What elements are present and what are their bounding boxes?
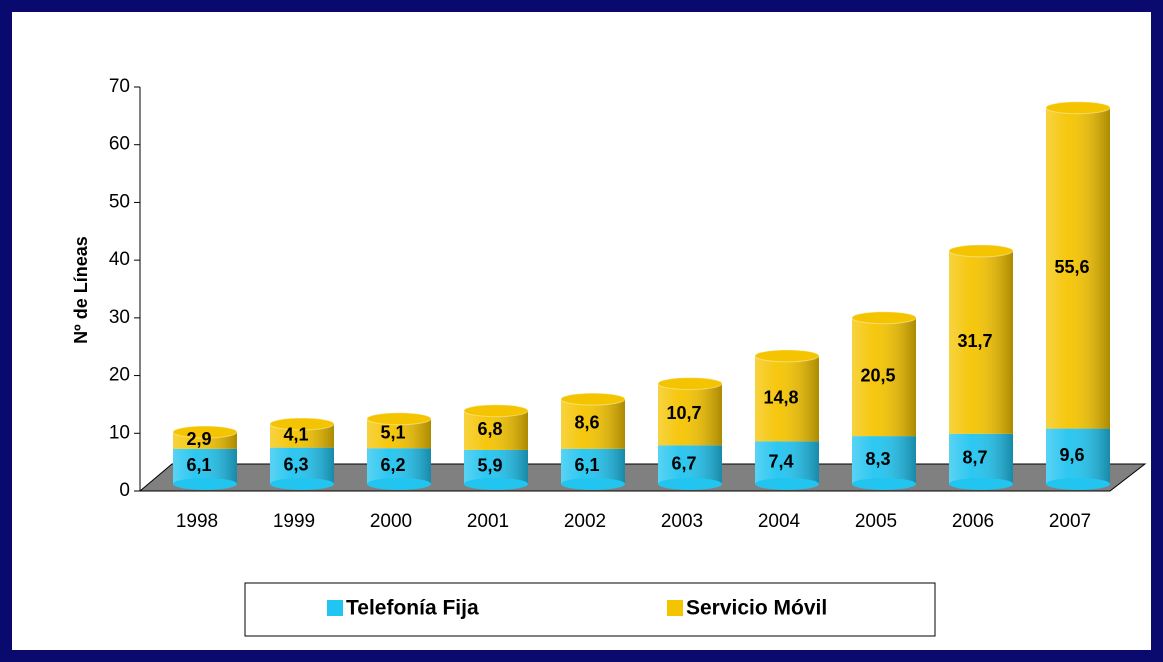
bar-top <box>1045 101 1111 115</box>
data-label: 8,6 <box>574 413 599 433</box>
bar-base <box>464 478 528 490</box>
data-label: 5,9 <box>477 456 502 476</box>
data-label: 55,6 <box>1054 257 1089 277</box>
data-label: 8,7 <box>962 448 987 468</box>
y-tick-label: 60 <box>109 134 130 155</box>
bar-top <box>657 377 723 391</box>
bar-top <box>851 311 917 325</box>
x-tick-label: 2003 <box>661 511 703 532</box>
y-tick-label: 0 <box>119 480 130 501</box>
bar-top <box>754 349 820 363</box>
x-tick-label: 2004 <box>758 511 801 532</box>
y-tick-label: 10 <box>109 422 130 443</box>
x-tick-label: 2001 <box>467 511 509 532</box>
data-label: 8,3 <box>865 449 890 469</box>
legend-label: Servicio Móvil <box>686 597 827 620</box>
y-tick-label: 40 <box>109 249 130 270</box>
data-label: 6,7 <box>671 453 696 473</box>
bar-top <box>560 392 626 406</box>
bar-shading <box>852 317 916 437</box>
legend <box>244 582 936 637</box>
data-label: 2,9 <box>186 429 211 449</box>
y-tick-label: 50 <box>109 191 130 212</box>
y-tick-label: 20 <box>109 365 130 386</box>
data-label: 5,1 <box>380 422 405 442</box>
y-tick-label: 70 <box>109 76 130 97</box>
bar-base <box>270 478 334 490</box>
x-tick-label: 2000 <box>370 511 412 532</box>
bar-base <box>561 478 625 490</box>
bar-top <box>948 244 1014 258</box>
x-tick-label: 2005 <box>855 511 897 532</box>
bar-shading <box>658 445 722 484</box>
x-tick-label: 2007 <box>1049 511 1091 532</box>
bar-shading <box>561 399 625 449</box>
legend-swatch <box>667 600 683 616</box>
bar-shading <box>270 447 334 484</box>
bar-base <box>658 478 722 490</box>
bar-shading <box>949 250 1013 434</box>
bar-base <box>852 478 916 490</box>
data-label: 6,3 <box>283 455 308 475</box>
data-label: 14,8 <box>763 387 798 407</box>
bar-base <box>1046 478 1110 490</box>
x-tick-label: 2002 <box>564 511 606 532</box>
data-label: 10,7 <box>666 403 701 423</box>
bar-shading <box>949 433 1013 484</box>
bar-shading <box>852 436 916 484</box>
bar-base <box>755 478 819 490</box>
bar-top <box>172 425 238 439</box>
data-label: 20,5 <box>860 366 895 386</box>
bar-shading <box>1046 428 1110 484</box>
bar-top <box>269 417 335 431</box>
x-tick-label: 1998 <box>176 511 218 532</box>
x-tick-label: 1999 <box>273 511 315 532</box>
data-label: 4,1 <box>283 425 308 445</box>
bar-top <box>366 412 432 426</box>
data-label: 6,1 <box>186 455 211 475</box>
bar-shading <box>755 355 819 442</box>
data-label: 7,4 <box>768 451 793 471</box>
data-label: 6,1 <box>574 455 599 475</box>
bar-base <box>949 478 1013 490</box>
bar-base <box>367 478 431 490</box>
bar-shading <box>1046 107 1110 429</box>
legend-label: Telefonía Fija <box>346 597 479 620</box>
data-label: 6,8 <box>477 419 502 439</box>
bar-shading <box>755 441 819 484</box>
data-label: 31,7 <box>957 331 992 351</box>
legend-swatch <box>327 600 343 616</box>
y-axis-label: Nº de Líneas <box>71 236 91 344</box>
x-tick-label: 2006 <box>952 511 994 532</box>
bar-base <box>173 478 237 490</box>
data-label: 9,6 <box>1059 445 1084 465</box>
data-label: 6,2 <box>380 455 405 475</box>
y-tick-label: 30 <box>109 307 130 328</box>
bar-shading <box>464 410 528 450</box>
bar-top <box>463 404 529 418</box>
bar-shading <box>270 423 334 448</box>
bar-shading <box>658 383 722 446</box>
